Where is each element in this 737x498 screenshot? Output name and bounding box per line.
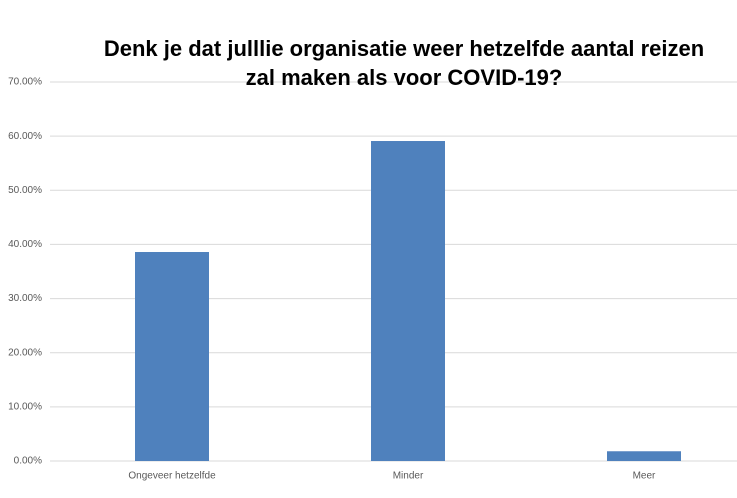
y-tick-label: 30.00% bbox=[8, 293, 42, 304]
y-tick-label: 40.00% bbox=[8, 239, 42, 250]
y-tick-label: 10.00% bbox=[8, 401, 42, 412]
y-tick-label: 50.00% bbox=[8, 185, 42, 196]
x-tick-label: Ongeveer hetzelfde bbox=[128, 471, 216, 482]
bar bbox=[607, 451, 681, 461]
y-tick-label: 0.00% bbox=[14, 456, 42, 467]
bar bbox=[371, 141, 445, 461]
y-tick-label: 20.00% bbox=[8, 347, 42, 358]
x-tick-label: Meer bbox=[633, 471, 656, 482]
y-tick-label: 70.00% bbox=[8, 77, 42, 88]
x-tick-label: Minder bbox=[393, 471, 424, 482]
bar bbox=[135, 252, 209, 461]
y-tick-label: 60.00% bbox=[8, 131, 42, 142]
chart-title: Denk je dat julllie organisatie weer het… bbox=[103, 36, 705, 90]
